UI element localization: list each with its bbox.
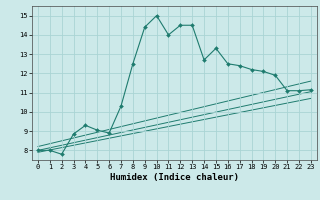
X-axis label: Humidex (Indice chaleur): Humidex (Indice chaleur) bbox=[110, 173, 239, 182]
